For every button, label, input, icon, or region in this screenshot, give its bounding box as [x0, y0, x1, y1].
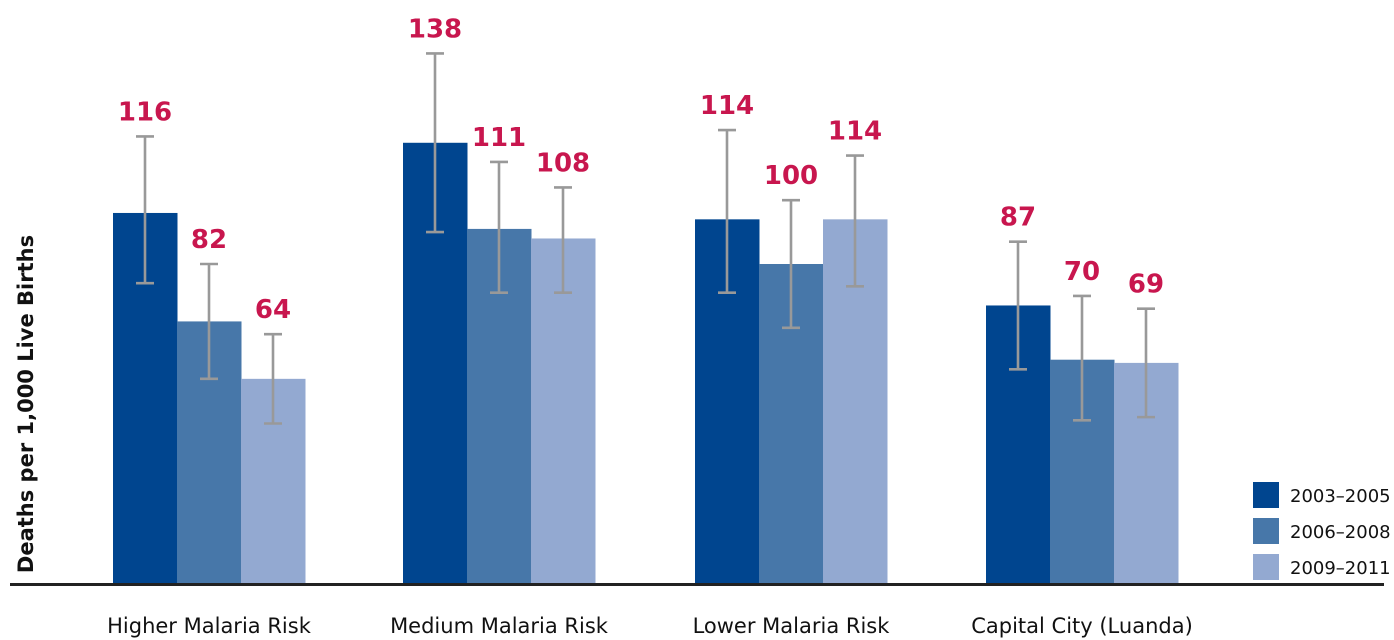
- value-label-1-1: 116: [118, 97, 172, 127]
- legend-item-2: 2006–2008: [1253, 518, 1391, 544]
- legend-swatch-3: [1253, 554, 1279, 580]
- value-label-4-1: 87: [1000, 203, 1036, 233]
- legend-item-1: 2003–2005: [1253, 482, 1391, 508]
- value-label-2-2: 111: [472, 123, 526, 153]
- value-label-4-2: 70: [1064, 257, 1100, 287]
- value-label-3-1: 114: [700, 91, 754, 121]
- legend-label-3: 2009–2011: [1290, 558, 1391, 579]
- bar-2-3: [531, 238, 596, 584]
- error-bar-3-2: [782, 198, 800, 330]
- error-bar-4-1: [1009, 240, 1027, 371]
- error-bar-1-3: [264, 332, 282, 425]
- error-bar-4-3: [1137, 307, 1155, 419]
- legend-swatch-2: [1253, 518, 1279, 544]
- legend-item-3: 2009–2011: [1253, 554, 1391, 580]
- value-label-2-3: 108: [536, 148, 590, 178]
- error-bar-2-1: [426, 52, 444, 234]
- x-tick-label-1: Higher Malaria Risk: [107, 614, 312, 638]
- x-tick-labels: Higher Malaria Risk Medium Malaria Risk Lo…: [107, 614, 1193, 638]
- error-bar-1-2: [200, 262, 218, 381]
- error-bars-layer: [136, 52, 1155, 425]
- legend: 2003–2005 2006–2008 2009–2011: [1253, 482, 1391, 580]
- legend-label-1: 2003–2005: [1290, 486, 1391, 507]
- value-label-2-1: 138: [408, 14, 462, 44]
- x-tick-label-2: Medium Malaria Risk: [390, 614, 609, 638]
- error-bar-3-1: [718, 128, 736, 295]
- value-label-1-3: 64: [255, 295, 291, 325]
- value-label-4-3: 69: [1128, 270, 1164, 300]
- legend-swatch-1: [1253, 482, 1279, 508]
- legend-label-2: 2006–2008: [1290, 522, 1391, 543]
- value-label-3-2: 100: [764, 161, 818, 191]
- y-axis-label: Deaths per 1,000 Live Births: [14, 235, 38, 573]
- value-labels-layer: 116 82 64 138 111 108 114 100 114 87 70 69: [118, 14, 1164, 325]
- error-bar-3-3: [846, 154, 864, 288]
- value-label-3-3: 114: [828, 117, 882, 147]
- x-tick-label-3: Lower Malaria Risk: [693, 614, 891, 638]
- x-tick-label-4: Capital City (Luanda): [971, 614, 1193, 638]
- error-bar-4-2: [1073, 294, 1091, 422]
- error-bar-1-1: [136, 135, 154, 285]
- value-label-1-2: 82: [191, 225, 227, 255]
- error-bar-2-2: [490, 160, 508, 295]
- error-bar-2-3: [554, 186, 572, 295]
